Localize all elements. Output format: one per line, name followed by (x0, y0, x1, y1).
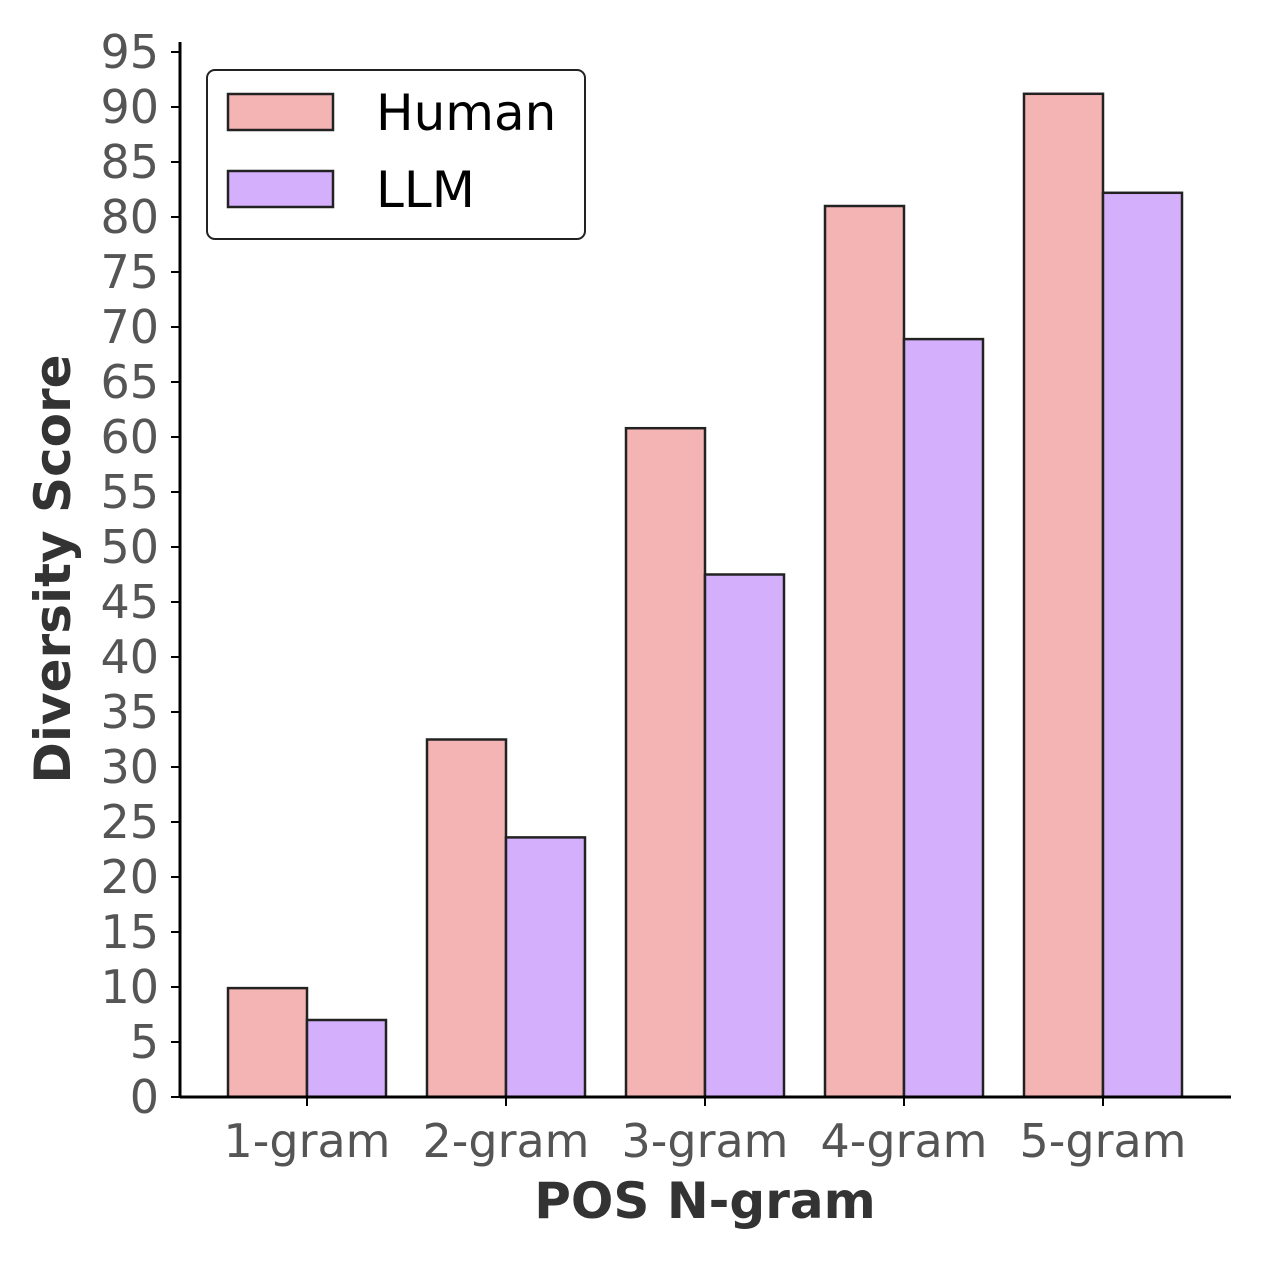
y-tick-label: 90 (100, 80, 159, 134)
y-tick-label: 0 (130, 1070, 159, 1124)
y-tick-label: 50 (100, 520, 159, 574)
bar-llm-4-gram (902, 337, 985, 1099)
bars-layer (226, 92, 1184, 1099)
y-tick-label: 5 (130, 1015, 159, 1069)
y-tick-label: 10 (100, 960, 159, 1014)
x-tick-label: 2-gram (423, 1114, 590, 1168)
y-tick-label: 15 (100, 905, 159, 959)
x-tick-label: 4-gram (821, 1114, 988, 1168)
y-tick-label: 25 (100, 795, 159, 849)
y-tick-label: 35 (100, 685, 159, 739)
x-tick-label: 1-gram (224, 1114, 391, 1168)
x-tick-label: 5-gram (1020, 1114, 1187, 1168)
x-tick-label: 3-gram (622, 1114, 789, 1168)
bar-human-5-gram (1022, 92, 1105, 1099)
y-tick-label: 55 (100, 465, 159, 519)
y-axis-title: Diversity Score (24, 354, 82, 783)
y-tick-label: 75 (100, 245, 159, 299)
y-tick-label: 45 (100, 575, 159, 629)
legend-label-llm: LLM (376, 161, 475, 219)
legend-swatch-llm (226, 169, 335, 209)
legend-label-human: Human (376, 84, 556, 142)
y-tick-label: 40 (100, 630, 159, 684)
x-ticks: 1-gram 2-gram 3-gram 4-gram 5-gram (224, 1097, 1187, 1168)
y-tick-label: 65 (100, 355, 159, 409)
bar-human-2-gram (425, 738, 508, 1099)
bar-llm-3-gram (703, 573, 786, 1099)
y-tick-label: 60 (100, 410, 159, 464)
bar-llm-1-gram (305, 1018, 388, 1099)
bar-human-3-gram (624, 426, 707, 1099)
y-tick-label: 70 (100, 300, 159, 354)
legend: Human LLM (206, 69, 586, 240)
bar-llm-2-gram (504, 836, 587, 1099)
y-tick-label: 85 (100, 135, 159, 189)
y-tick-label: 95 (100, 25, 159, 79)
x-axis-title: POS N-gram (534, 1172, 875, 1230)
y-tick-label: 80 (100, 190, 159, 244)
bar-human-1-gram (226, 986, 309, 1099)
y-tick-label: 30 (100, 740, 159, 794)
bar-human-4-gram (823, 204, 906, 1099)
legend-swatch-human (226, 92, 335, 132)
y-tick-label: 20 (100, 850, 159, 904)
bar-llm-5-gram (1101, 191, 1184, 1099)
